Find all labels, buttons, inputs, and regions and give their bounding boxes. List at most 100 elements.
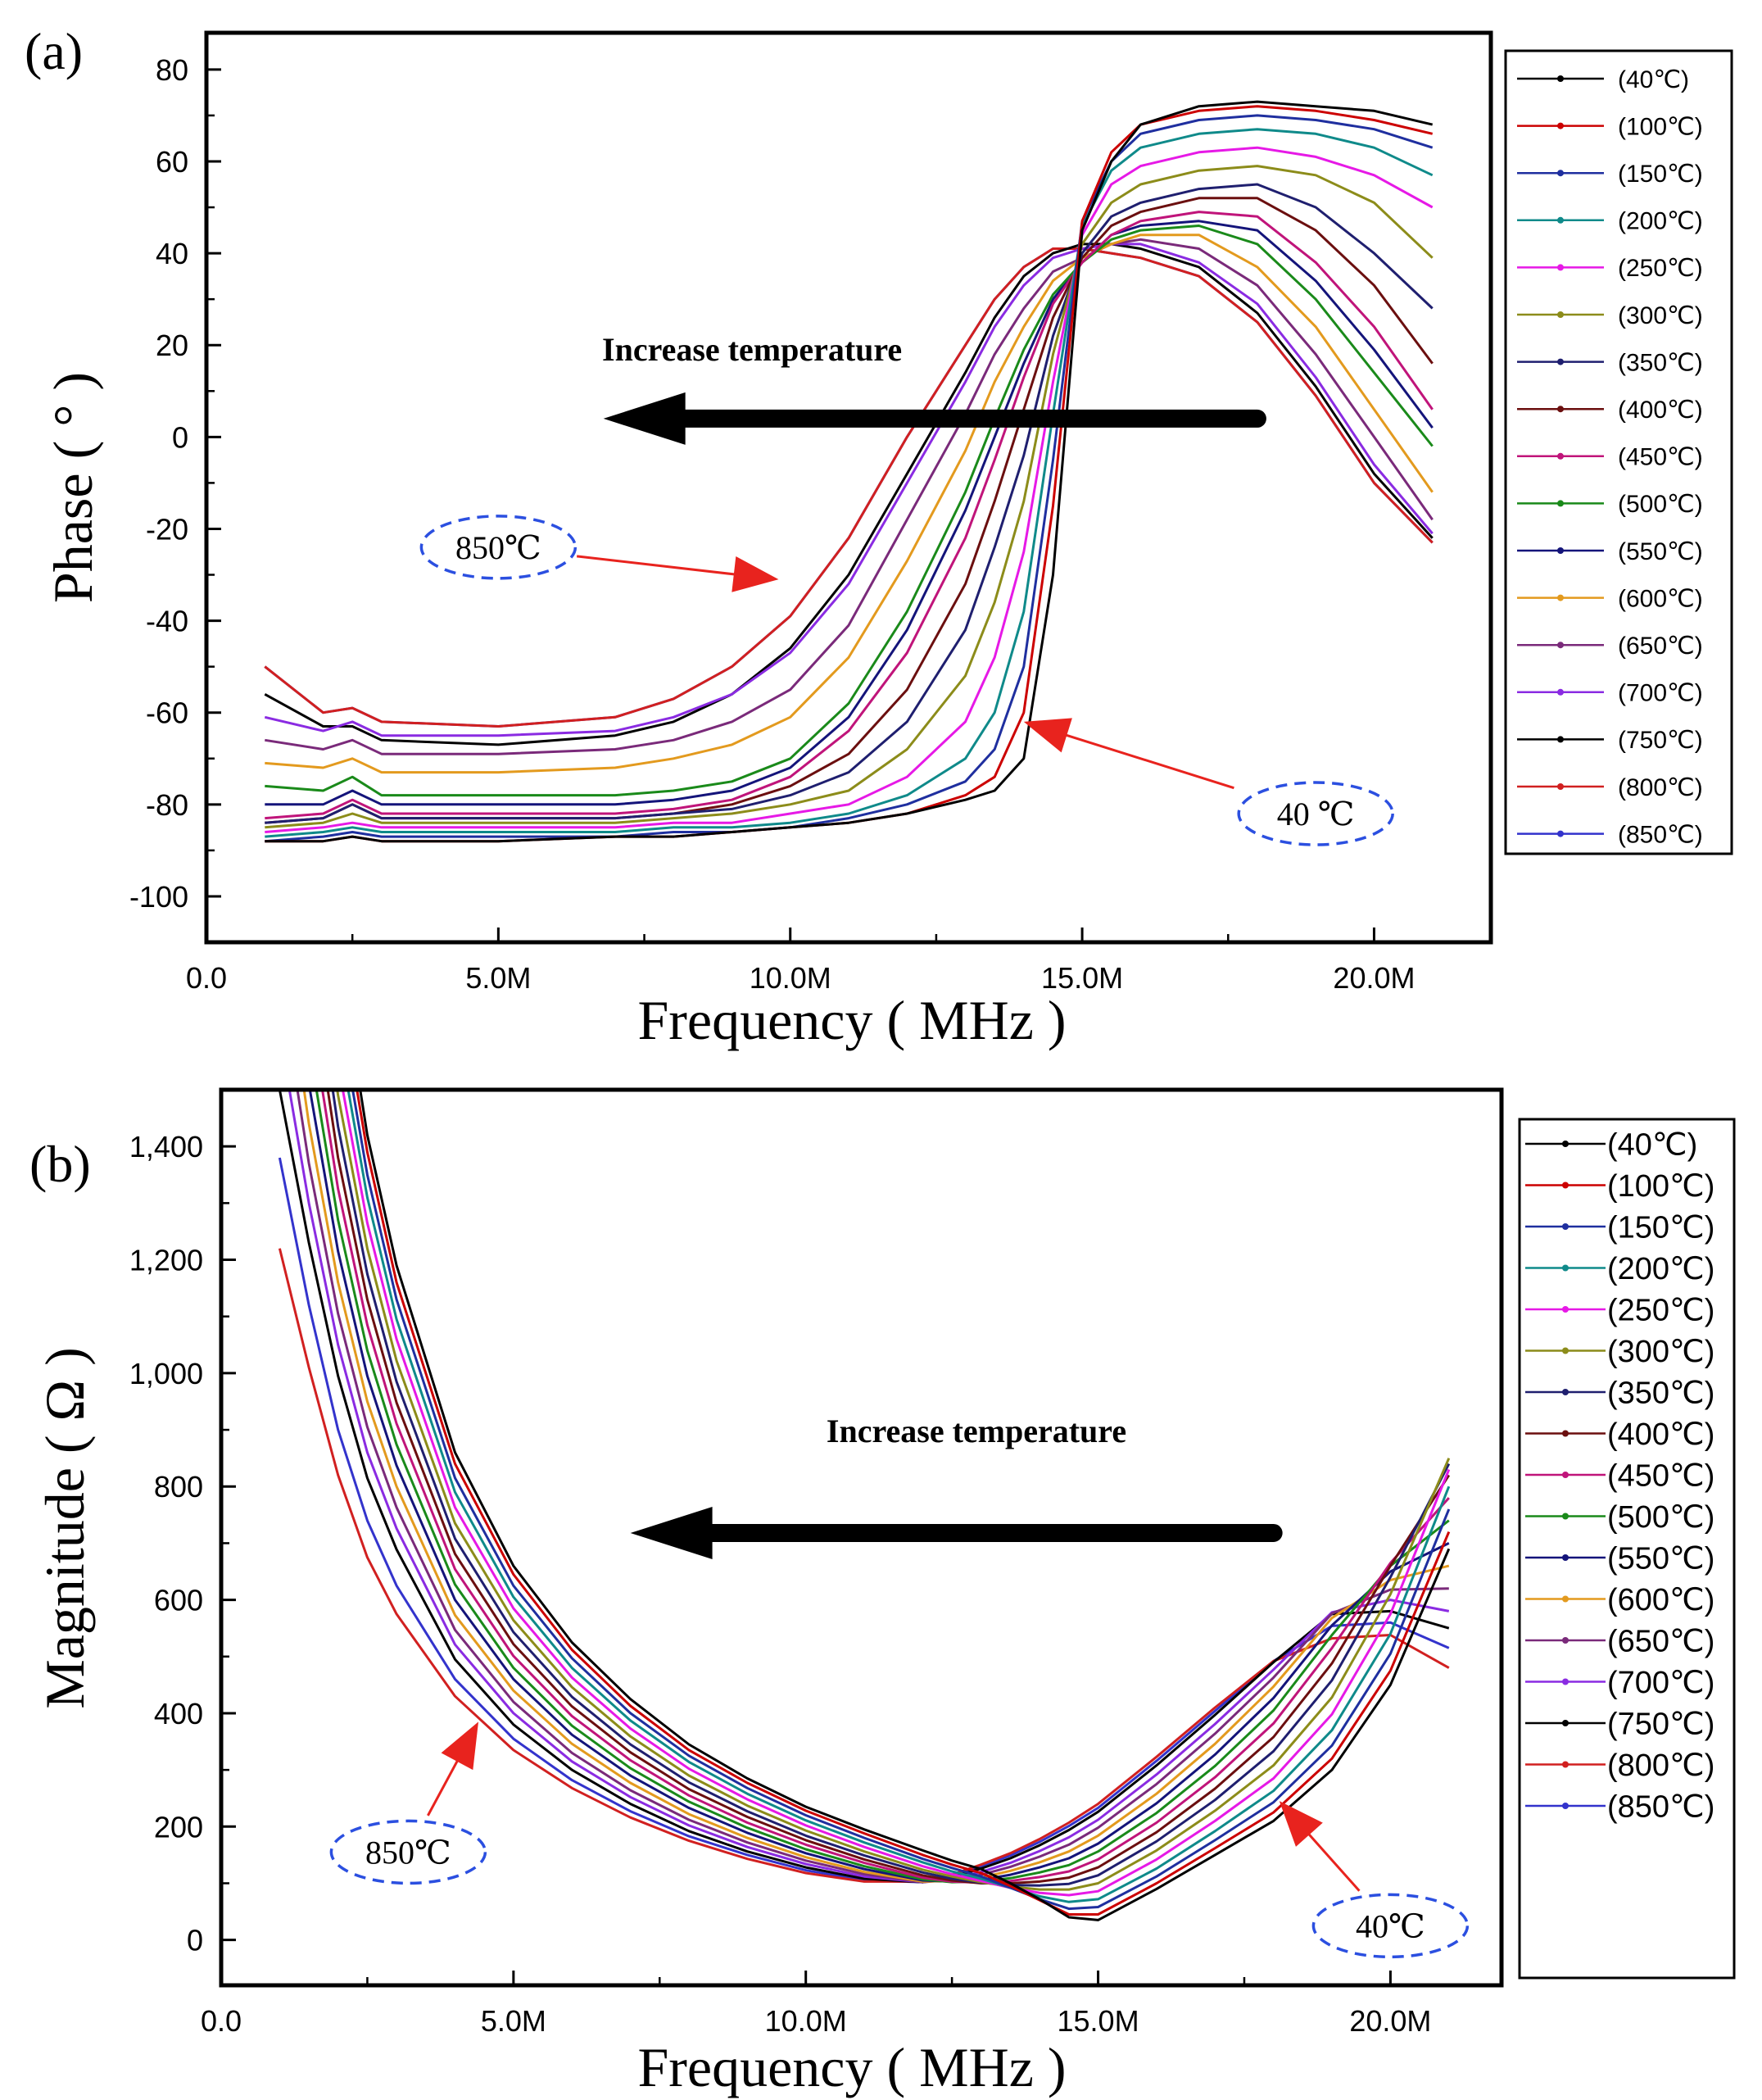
callout-40-ellipse xyxy=(1311,1893,1470,1959)
legend-label: (650℃) xyxy=(1607,1625,1714,1659)
pointer-850 xyxy=(576,555,746,578)
legend-label: (700℃) xyxy=(1607,1666,1714,1700)
y-axis-label: Phase ( ° ) xyxy=(42,372,104,603)
legend-label: (150℃) xyxy=(1607,1211,1714,1245)
x-axis-label: Frequency ( MHz ) xyxy=(637,989,1066,1051)
legend-label: (550℃) xyxy=(1618,538,1703,565)
legend-marker xyxy=(1557,75,1564,82)
y-tick-label: -40 xyxy=(146,605,188,638)
series-lines xyxy=(278,1090,1451,1921)
legend-label: (750℃) xyxy=(1618,727,1703,754)
legend-marker xyxy=(1557,783,1564,790)
series-line-450c xyxy=(321,1090,1450,1885)
x-tick-label: 0.0 xyxy=(201,2004,242,2038)
temperature-arrow-head xyxy=(603,392,686,445)
series-line-600c xyxy=(265,234,1434,774)
panel-b-magnitude: (b) 0 200 400 600 800 1,000 1,200 1,400 0.0 5.0M… xyxy=(29,1087,1736,2098)
annotation-increase-temperature: Increase temperature xyxy=(602,331,902,368)
legend-label: (350℃) xyxy=(1618,349,1703,376)
annotations: Increase temperature 850℃ 40℃ xyxy=(329,1413,1470,1959)
series-line-700c xyxy=(264,243,1434,737)
panel-label: (b) xyxy=(29,1135,91,1193)
series-line-150c xyxy=(265,114,1434,843)
pointer-850 xyxy=(427,1749,464,1817)
x-tick-label: 5.0M xyxy=(481,2004,546,2038)
legend-label: (300℃) xyxy=(1618,302,1703,329)
legend-label: (400℃) xyxy=(1618,397,1703,424)
x-tick-label: 20.0M xyxy=(1349,2004,1431,2038)
pointer-40-head xyxy=(1023,718,1072,753)
x-tick-label: 15.0M xyxy=(1058,2004,1139,2038)
legend-label: (400℃) xyxy=(1607,1417,1714,1452)
y-tick-label: 400 xyxy=(154,1697,203,1730)
legend-marker xyxy=(1562,1347,1569,1354)
series-line-650c xyxy=(296,1090,1449,1884)
y-tick-label: 1,000 xyxy=(129,1357,203,1390)
legend-label: (150℃) xyxy=(1618,161,1703,188)
legend-marker xyxy=(1562,1389,1569,1395)
panel-label: (a) xyxy=(25,22,83,80)
series-line-250c xyxy=(341,1090,1451,1897)
series-lines xyxy=(264,100,1434,843)
x-tick-label: 5.0M xyxy=(465,961,531,995)
legend-label: (850℃) xyxy=(1607,1790,1714,1825)
series-line-250c xyxy=(265,146,1434,833)
y-tick-label: -100 xyxy=(129,880,188,914)
callout-40-label: 40℃ xyxy=(1356,1907,1425,1944)
legend-label: (500℃) xyxy=(1607,1500,1714,1535)
legend-marker xyxy=(1557,594,1564,601)
series-line-350c xyxy=(265,183,1434,824)
series-line-800c xyxy=(264,247,1434,728)
callout-850-label: 850℃ xyxy=(455,529,541,566)
annotation-increase-temperature: Increase temperature xyxy=(827,1413,1126,1449)
callout-850-ellipse xyxy=(419,515,578,580)
legend-marker xyxy=(1562,1720,1569,1726)
series-line-750c xyxy=(264,243,1434,746)
legend-label: (200℃) xyxy=(1607,1252,1714,1286)
legend-marker xyxy=(1557,452,1564,460)
legend-label: (750℃) xyxy=(1607,1708,1714,1742)
legend-marker xyxy=(1557,358,1564,365)
legend-label: (250℃) xyxy=(1607,1294,1714,1328)
legend-marker xyxy=(1557,311,1564,318)
y-tick-labels: -100 -80 -60 -40 -20 0 20 40 60 80 xyxy=(129,53,188,914)
legend-marker xyxy=(1562,1223,1569,1230)
y-tick-label: 60 xyxy=(156,145,188,179)
plot-frame xyxy=(204,30,1493,945)
legend-marker xyxy=(1562,1141,1569,1147)
series-line-400c xyxy=(326,1090,1451,1885)
legend-label: (850℃) xyxy=(1618,821,1703,848)
x-tick-labels: 0.0 5.0M 10.0M 15.0M 20.0M xyxy=(186,961,1415,995)
legend-marker xyxy=(1557,642,1564,649)
series-line-550c xyxy=(265,220,1434,806)
legend: (40℃) (100℃) (150℃) (200℃) (250℃) (300℃) (350℃… xyxy=(1504,49,1733,855)
x-axis-label: Frequency ( MHz ) xyxy=(637,2036,1066,2098)
legend-label: (300℃) xyxy=(1607,1335,1714,1369)
legend-marker xyxy=(1557,547,1564,554)
callout-40-label: 40 ℃ xyxy=(1277,796,1355,832)
y-tick-label: -60 xyxy=(146,696,188,730)
legend-marker xyxy=(1557,406,1564,413)
legend-marker xyxy=(1562,1761,1569,1768)
legend-label: (650℃) xyxy=(1618,633,1703,660)
series-line-450c xyxy=(265,211,1434,820)
x-tick-label: 10.0M xyxy=(765,2004,847,2038)
x-tick-label: 10.0M xyxy=(750,961,831,995)
y-tick-label: 20 xyxy=(156,329,188,362)
legend-label: (800℃) xyxy=(1607,1748,1714,1783)
legend-marker xyxy=(1557,736,1564,743)
legend-label: (200℃) xyxy=(1618,208,1703,235)
legend-label: (800℃) xyxy=(1618,774,1703,801)
series-line-500c xyxy=(265,225,1434,797)
series-line-500c xyxy=(315,1090,1450,1884)
y-tick-label: 600 xyxy=(154,1584,203,1617)
legend: (40℃) (100℃) (150℃) (200℃) (250℃) (300℃) (350℃… xyxy=(1518,1118,1736,1980)
x-tick-label: 15.0M xyxy=(1041,961,1123,995)
legend-label: (100℃) xyxy=(1607,1169,1714,1204)
callout-40-ellipse xyxy=(1237,781,1394,846)
legend-marker xyxy=(1562,1306,1569,1313)
series-line-300c xyxy=(336,1090,1451,1891)
y-tick-label: -80 xyxy=(146,788,188,822)
